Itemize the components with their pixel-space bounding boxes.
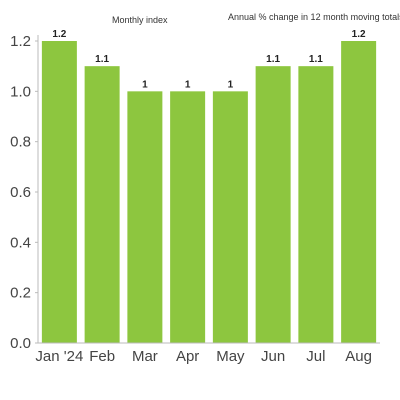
y-tick-label: 0.6 xyxy=(10,184,31,201)
x-tick-label: Jul xyxy=(306,348,325,365)
bars: 1.2 1.1 1 1 1 1.1 1.1 1.2 xyxy=(41,29,377,344)
bar xyxy=(341,41,377,343)
y-tick-label: 1.2 xyxy=(10,33,31,50)
y-axis: 0.0 0.2 0.4 0.6 0.8 1.0 1.2 xyxy=(10,33,39,352)
bar xyxy=(41,41,77,343)
header-left-label: Monthly index xyxy=(112,15,168,25)
bar xyxy=(255,66,291,344)
x-tick-label: May xyxy=(216,348,245,365)
data-label: 1 xyxy=(185,79,191,90)
data-label: 1.1 xyxy=(266,54,280,65)
bar xyxy=(127,91,163,343)
data-label: 1 xyxy=(228,79,234,90)
bar xyxy=(298,66,334,344)
y-tick-label: 0.8 xyxy=(10,134,31,151)
y-tick-label: 0.4 xyxy=(10,234,31,251)
y-tick-label: 0.2 xyxy=(10,285,31,302)
x-tick-label: Mar xyxy=(132,348,158,365)
bar xyxy=(170,91,206,343)
x-axis: Jan '24 Feb Mar Apr May Jun Jul Aug xyxy=(35,342,380,365)
bar xyxy=(212,91,248,343)
x-tick-label: Jan '24 xyxy=(35,348,83,365)
y-tick-label: 0.0 xyxy=(10,335,31,352)
data-label: 1 xyxy=(142,79,148,90)
x-tick-label: Aug xyxy=(345,348,372,365)
data-label: 1.1 xyxy=(309,54,323,65)
x-tick-label: Feb xyxy=(89,348,115,365)
x-tick-label: Jun xyxy=(261,348,285,365)
data-label: 1.1 xyxy=(95,54,109,65)
header-right-label: Annual % change in 12 month moving total… xyxy=(228,12,400,22)
y-tick-label: 1.0 xyxy=(10,83,31,100)
bar xyxy=(84,66,120,344)
data-label: 1.2 xyxy=(352,29,366,40)
data-label: 1.2 xyxy=(52,29,66,40)
x-tick-label: Apr xyxy=(176,348,199,365)
